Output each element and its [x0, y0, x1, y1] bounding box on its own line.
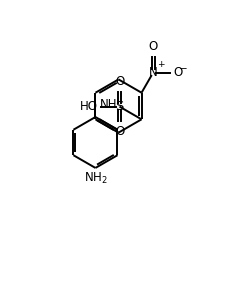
Text: O: O — [149, 40, 158, 53]
Text: S: S — [115, 100, 124, 113]
Text: O: O — [115, 75, 124, 88]
Text: N: N — [149, 66, 158, 79]
Text: +: + — [157, 60, 164, 69]
Text: HO: HO — [80, 100, 97, 113]
Text: NH: NH — [100, 98, 117, 111]
Text: O: O — [115, 125, 124, 138]
Text: NH$_2$: NH$_2$ — [84, 171, 107, 186]
Text: −: − — [179, 64, 188, 74]
Text: O: O — [173, 66, 182, 79]
